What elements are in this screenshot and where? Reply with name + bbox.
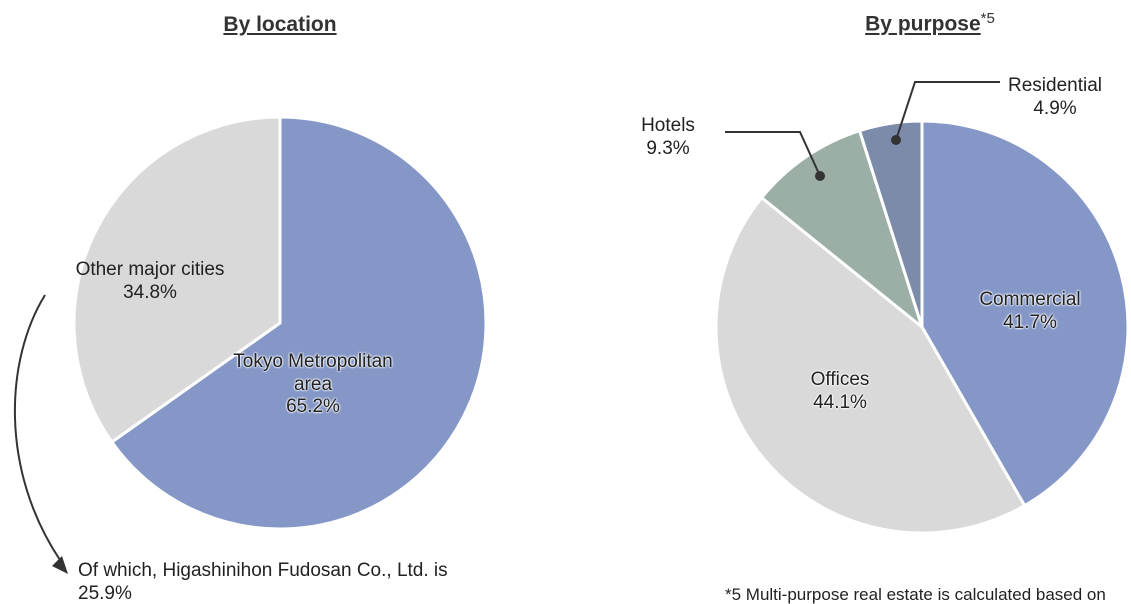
pie-slice: [109, 115, 488, 531]
leader-line: [895, 81, 1000, 141]
chart-title: By location: [223, 13, 337, 36]
pie-slice: [714, 195, 1027, 535]
pie-slice: [759, 128, 925, 332]
category-label: Hotels: [641, 115, 695, 137]
value-label: 4.9%: [1033, 98, 1077, 119]
pie-slice: [920, 119, 1130, 508]
value-label: 9.3%: [646, 138, 690, 159]
title-note: *5: [980, 10, 995, 27]
annotation: Of which, Higashinihon Fudosan Co., Ltd.…: [78, 560, 448, 604]
category-label: Residential: [1008, 75, 1102, 97]
value-label: 44.1%: [813, 392, 867, 413]
pie-slice: [857, 119, 924, 328]
slice-label: Offices 44.1%: [775, 352, 905, 432]
leader-dot: [891, 135, 901, 145]
leader-dot: [815, 171, 825, 181]
value-label: 34.8%: [123, 282, 177, 303]
category-label: Commercial: [979, 289, 1081, 311]
slice-label: Tokyo Metropolitan area 65.2%: [223, 345, 403, 425]
chart-title: By purpose: [865, 12, 981, 36]
value-label: 41.7%: [1003, 312, 1057, 333]
slice-label: Other major cities 34.8%: [20, 242, 280, 322]
slice-label: Hotels 9.3%: [613, 98, 723, 178]
arrow-head: [52, 556, 68, 574]
value-label: 65.2%: [286, 396, 340, 418]
pie-slice: [72, 115, 282, 445]
slice-label: Commercial 41.7%: [955, 272, 1105, 352]
slice-label: Residential 4.9%: [990, 58, 1120, 138]
category-label: Other major cities: [75, 259, 225, 281]
leader-line: [725, 131, 821, 177]
footnote: *5 Multi-purpose real estate is calculat…: [725, 585, 1106, 604]
annotation-arrow: [14, 294, 61, 561]
category-label: Tokyo Metropolitan area: [233, 350, 393, 395]
category-label: Offices: [810, 369, 870, 391]
title-row: By purpose*5: [820, 10, 1040, 37]
